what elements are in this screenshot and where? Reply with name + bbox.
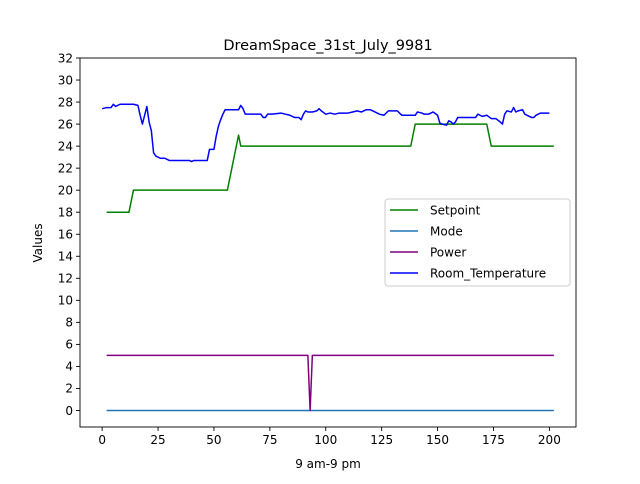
x-tick-label: 100	[314, 433, 337, 447]
y-tick-label: 26	[58, 117, 73, 131]
y-tick-label: 12	[58, 272, 73, 286]
series-line-room-temperature	[101, 103, 550, 163]
series-lines	[101, 103, 554, 412]
legend-label: Room_Temperature	[430, 267, 546, 281]
y-tick-label: 28	[58, 95, 73, 109]
x-tick-label: 50	[206, 433, 221, 447]
axis-ticks: 0 25 50 75 100 125 150 175 200024681012141618202…	[58, 51, 561, 447]
series-line-setpoint	[106, 123, 554, 213]
y-tick-label: 2	[65, 382, 73, 396]
y-tick-label: 8	[65, 316, 73, 330]
legend-label: Setpoint	[430, 204, 481, 218]
x-tick-label: 125	[370, 433, 393, 447]
series-line-power	[106, 354, 554, 412]
y-tick-label: 24	[58, 139, 73, 153]
x-tick-label: 200	[538, 433, 561, 447]
y-tick-label: 18	[58, 206, 73, 220]
y-tick-label: 0	[65, 404, 73, 418]
y-tick-label: 14	[58, 250, 73, 264]
x-tick-label: 75	[262, 433, 277, 447]
legend-label: Power	[430, 246, 466, 260]
x-tick-label: 0	[98, 433, 106, 447]
plot-frame	[79, 57, 577, 428]
y-tick-label: 16	[58, 228, 73, 242]
y-tick-label: 4	[65, 360, 73, 374]
x-tick-label: 175	[482, 433, 505, 447]
y-tick-label: 10	[58, 294, 73, 308]
x-axis-label: 9 am-9 pm	[295, 457, 361, 471]
y-tick-label: 30	[58, 73, 73, 87]
chart-title: DreamSpace_31st_July_9981	[223, 38, 432, 54]
x-tick-label: 25	[150, 433, 165, 447]
y-axis-label: Values	[31, 223, 45, 262]
legend-label: Mode	[430, 225, 463, 239]
y-tick-label: 22	[58, 161, 73, 175]
y-tick-label: 20	[58, 183, 73, 197]
y-tick-label: 6	[65, 338, 73, 352]
legend: Setpoint Mode Power Room_Temperature	[384, 198, 571, 287]
x-tick-label: 150	[426, 433, 449, 447]
y-tick-label: 32	[58, 51, 73, 65]
legend-box	[384, 198, 571, 287]
